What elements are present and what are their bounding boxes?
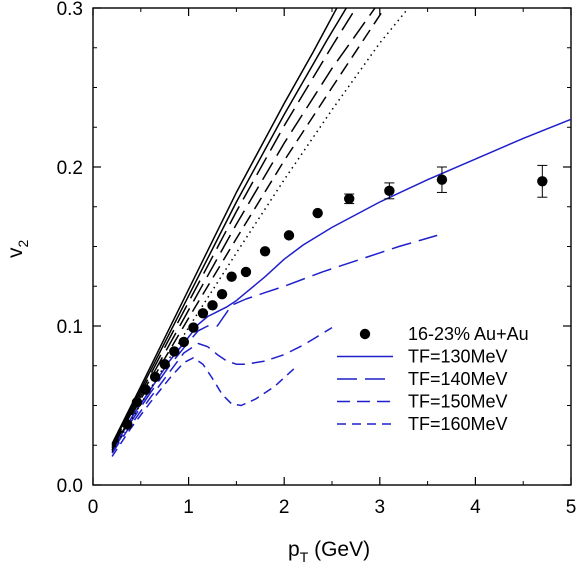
data-point: [226, 271, 237, 282]
y-tick-label: 0.0: [57, 476, 83, 497]
x-axis-label-rest: (GeV): [308, 538, 370, 561]
curve-black-7: [111, 8, 376, 449]
y-axis-label-sub: 2: [15, 240, 31, 248]
y-axis-label: v2: [4, 240, 31, 259]
curve-black-6: [111, 8, 357, 448]
data-point: [169, 346, 180, 357]
curve-tf-140mev: [111, 234, 438, 453]
x-tick-label: 5: [566, 497, 577, 518]
data-point: [159, 358, 170, 370]
x-tick-label: 4: [470, 497, 481, 518]
data-point: [207, 300, 218, 311]
x-axis-label-main: p: [288, 538, 300, 561]
legend-label: TF=140MeV: [408, 369, 508, 389]
legend-label: TF=160MeV: [408, 414, 508, 434]
y-tick-label: 0.3: [57, 0, 83, 20]
x-tick-label: 3: [375, 497, 386, 518]
data-point: [259, 246, 271, 257]
data-point: [344, 193, 355, 204]
y-tick-label: 0.1: [57, 317, 83, 338]
x-tick-label: 0: [88, 497, 99, 518]
data-point: [240, 266, 252, 278]
data-point: [131, 397, 143, 408]
data-point: [312, 207, 323, 219]
data-point: [197, 308, 209, 319]
data-point: [149, 371, 161, 383]
y-axis-label-group: v2: [4, 240, 31, 259]
curve-black-4: [111, 8, 338, 445]
legend-label: TF=150MeV: [408, 392, 508, 412]
x-tick-label: 1: [183, 497, 194, 518]
data-point: [122, 419, 133, 430]
legend-label-data: 16-23% Au+Au: [408, 324, 529, 344]
data-points: [122, 164, 548, 430]
curve-black-9: [111, 8, 410, 452]
curve-tf-160mev: [111, 357, 295, 457]
x-axis-label: pT (GeV): [288, 538, 370, 565]
y-axis-label-main: v: [4, 247, 27, 258]
x-tick-label: 2: [279, 497, 290, 518]
model-curves: [111, 8, 571, 457]
data-point: [283, 230, 295, 241]
data-point: [436, 174, 448, 185]
legend-marker-data: [359, 328, 371, 340]
data-point: [537, 176, 548, 187]
data-point: [188, 322, 199, 333]
y-tick-label: 0.2: [57, 158, 83, 179]
axis-ticks: 0 1 2 3 4 5 0.0 0.1 0.2 0.3: [57, 0, 577, 518]
data-point: [140, 384, 151, 395]
x-axis-label-sub: T: [300, 549, 309, 565]
data-point: [178, 336, 190, 348]
curve-tf-130mev: [111, 118, 571, 451]
data-point: [384, 185, 395, 197]
curve-black-8: [111, 8, 386, 451]
curve-tf-150mev: [111, 326, 333, 454]
data-point: [216, 289, 228, 300]
legend-label: TF=130MeV: [408, 347, 508, 367]
